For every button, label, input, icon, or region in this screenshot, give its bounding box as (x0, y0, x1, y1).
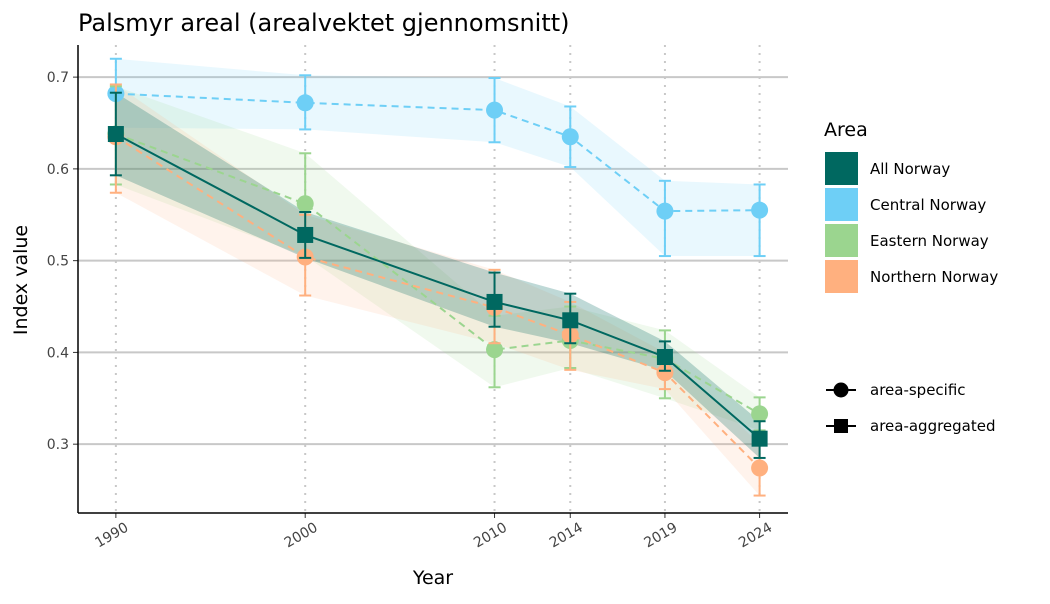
x-tick-label: 2000 (282, 520, 321, 552)
legend-label: Central Norway (870, 196, 986, 214)
x-tick-label: 2010 (471, 520, 510, 552)
x-tick-label: 2024 (736, 520, 775, 552)
point-central-norway (561, 128, 579, 146)
circle-icon (833, 382, 849, 398)
point-northern-norway (656, 364, 674, 382)
point-all-norway (656, 349, 673, 365)
y-axis-label: Index value (10, 225, 32, 335)
legend-key (825, 224, 858, 257)
point-all-norway (562, 312, 579, 329)
y-tick-label: 0.5 (47, 254, 69, 270)
square-icon (834, 419, 848, 433)
point-central-norway (486, 101, 504, 119)
legend-key (825, 152, 858, 185)
legend-label: All Norway (870, 160, 950, 178)
point-eastern-norway (486, 341, 504, 359)
point-eastern-norway (296, 195, 314, 213)
ci-band-all-norway (115, 92, 760, 458)
y-tick-label: 0.4 (47, 345, 69, 361)
y-tick-label: 0.3 (47, 437, 69, 453)
y-tick-label: 0.6 (47, 162, 69, 178)
point-all-norway (107, 126, 124, 143)
point-northern-norway (751, 459, 769, 477)
shape-legend-label: area-specific (870, 381, 966, 399)
point-all-norway (751, 430, 768, 447)
x-tick-label: 2014 (547, 520, 586, 552)
shape-legend-label: area-aggregated (870, 417, 996, 435)
x-tick-label: 2019 (642, 520, 681, 552)
chart-title: Palsmyr areal (arealvektet gjennomsnitt) (78, 9, 570, 37)
legend-label: Eastern Norway (870, 232, 989, 250)
legend-key (825, 188, 858, 221)
series-line-eastern-norway (115, 133, 761, 415)
y-tick-label: 0.7 (47, 70, 69, 86)
legend-label: Northern Norway (870, 268, 998, 286)
point-central-norway (656, 202, 674, 220)
x-tick-label: 1990 (92, 520, 131, 552)
point-all-norway (486, 293, 503, 310)
legend-title: Area (824, 119, 868, 141)
series-line-all-norway (115, 133, 761, 440)
x-axis-label: Year (412, 567, 453, 589)
point-all-norway (297, 226, 314, 243)
ci-band-eastern-norway (115, 86, 760, 431)
legend-key (825, 260, 858, 293)
point-central-norway (751, 201, 769, 219)
point-central-norway (296, 94, 314, 112)
series-line-northern-norway (115, 135, 761, 469)
ci-band-central-norway (115, 58, 760, 257)
series-line-central-norway (115, 92, 760, 213)
ci-band-northern-norway (115, 84, 760, 496)
point-eastern-norway (751, 405, 769, 423)
